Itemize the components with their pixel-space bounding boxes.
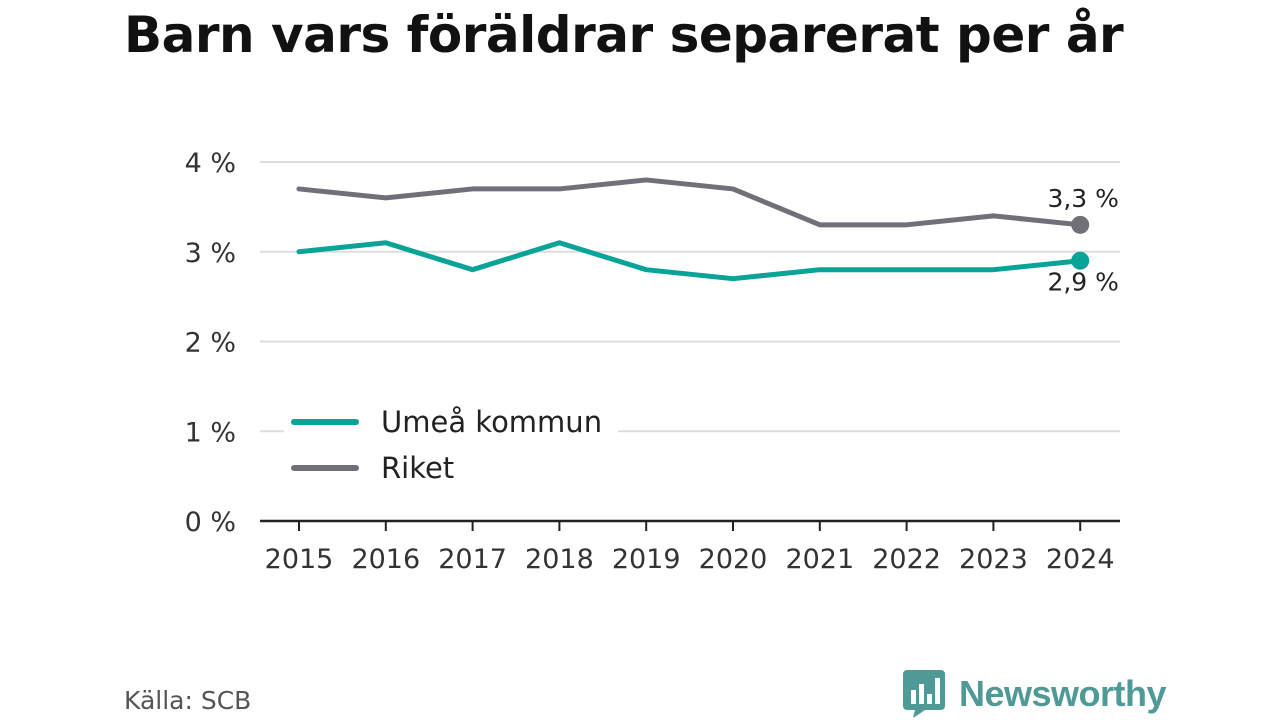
- x-tick-label: 2017: [438, 544, 507, 575]
- y-tick-label: 1 %: [185, 417, 236, 448]
- x-tick-label: 2018: [525, 544, 594, 575]
- end-labels: 2,9 % 3,3 %: [1047, 184, 1118, 297]
- x-tick-label: 2023: [959, 544, 1028, 575]
- y-tick-label: 4 %: [185, 148, 236, 179]
- x-axis: 2015 2016 2017 2018 2019 2020 2021 2022 2023 2024: [260, 519, 1120, 575]
- legend: Umeå kommun Riket: [284, 398, 618, 485]
- source-note: Källa: SCB: [124, 686, 252, 715]
- y-tick-label: 0 %: [185, 507, 236, 538]
- gridlines: [260, 161, 1120, 433]
- series-end-marker: [1071, 215, 1090, 234]
- x-tick-label: 2020: [699, 544, 768, 575]
- chart-title: Barn vars föräldrar separerat per år: [124, 6, 1124, 64]
- legend-label: Riket: [381, 451, 454, 485]
- x-tick-label: 2024: [1046, 544, 1115, 575]
- series-line-umea-kommun: [296, 240, 1083, 282]
- series-line-riket: [296, 177, 1083, 228]
- end-value-label: 2,9 %: [1047, 268, 1118, 297]
- newsworthy-chart-bubble-icon: [903, 670, 945, 718]
- legend-background: [284, 444, 618, 484]
- legend-label: Umeå kommun: [381, 405, 602, 439]
- legend-background: [284, 398, 618, 438]
- y-tick-label: 2 %: [185, 328, 236, 359]
- y-axis-ticks: 0 % 1 % 2 % 3 % 4 %: [185, 148, 236, 538]
- brand-name: Newsworthy: [959, 673, 1167, 714]
- x-tick-label: 2022: [872, 544, 941, 575]
- x-tick-label: 2016: [351, 544, 420, 575]
- x-tick-label: 2019: [612, 544, 681, 575]
- brand-logo: Newsworthy: [903, 670, 1167, 718]
- end-value-label: 3,3 %: [1047, 184, 1118, 213]
- x-tick-label: 2021: [785, 544, 854, 575]
- y-tick-label: 3 %: [185, 238, 236, 269]
- series-group: [296, 177, 1090, 282]
- series-end-marker: [1071, 251, 1090, 270]
- x-tick-label: 2015: [265, 544, 334, 575]
